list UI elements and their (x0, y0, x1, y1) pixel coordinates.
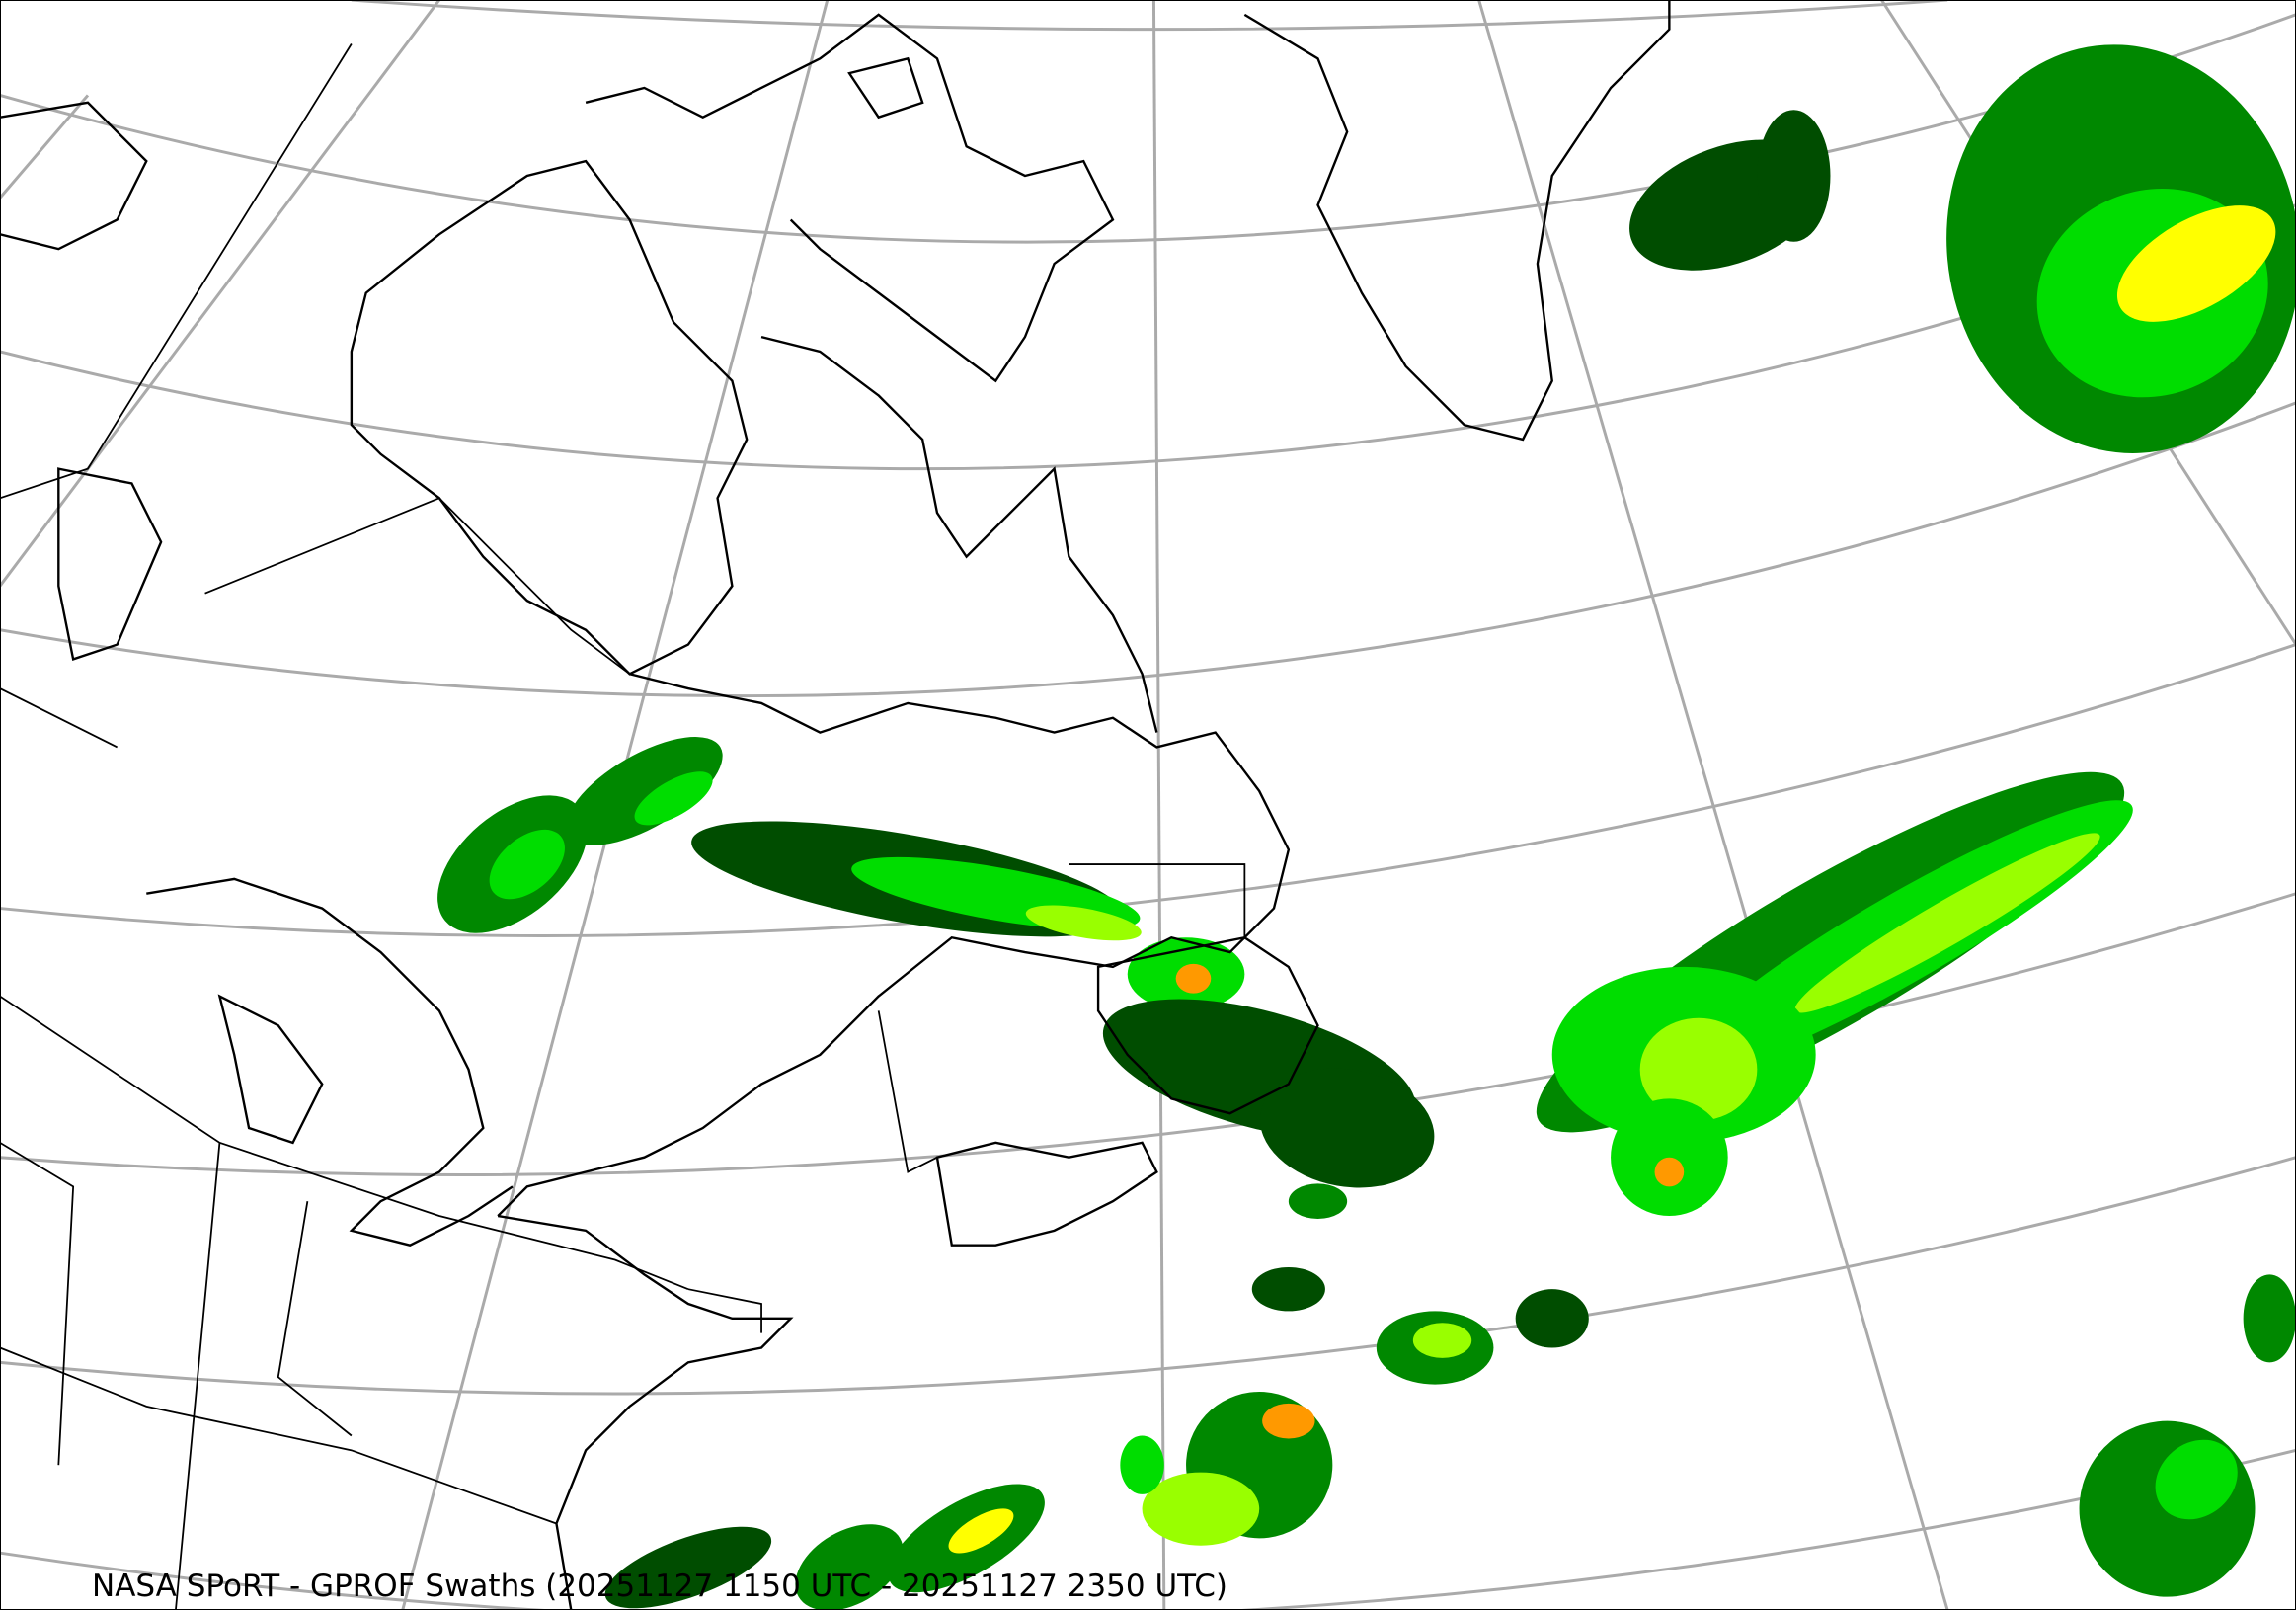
nova-scotia-coast (935, 1141, 1158, 1247)
precip-area (1515, 1289, 1589, 1348)
precip-area (2116, 205, 2276, 322)
precip-area (604, 1526, 772, 1609)
precip-area (489, 829, 565, 900)
latitude-line (0, 203, 2296, 471)
precip-area (634, 771, 713, 826)
precip-area (2243, 1274, 2296, 1363)
precip-area (948, 1508, 1014, 1554)
labrador-quebec-coast (497, 673, 1291, 1217)
arctic-islands (0, 56, 924, 661)
precip-area (566, 737, 723, 845)
latitude-line (0, 13, 2296, 244)
hudson-bay-coast (350, 159, 749, 676)
baffin-coast (585, 13, 1115, 383)
precip-area (1025, 905, 1142, 941)
longitude-line (0, 94, 90, 200)
precip-area (795, 1524, 904, 1610)
precip-area (1175, 963, 1212, 994)
precip-area (2155, 1439, 2238, 1520)
map-title: NASA SPoRT - GPROF Swaths (20251127 1150… (92, 1569, 1227, 1604)
latitude-line (351, 0, 1948, 32)
precip-area (1259, 1068, 1435, 1188)
precip-area (1288, 1183, 1348, 1219)
precip-area (1251, 1266, 1325, 1312)
precip-area (1142, 1472, 1260, 1546)
precip-area (1412, 1323, 1472, 1358)
precip-area (1654, 1157, 1685, 1187)
longitude-line (0, 0, 441, 588)
longitude-line (1477, 0, 1949, 1610)
precip-area (1262, 1403, 1315, 1439)
latitude-line (0, 892, 2296, 1176)
political-boundaries (0, 43, 1246, 1610)
newfoundland-coast (1096, 935, 1319, 1115)
great-lakes (146, 877, 514, 1247)
latitude-line (0, 401, 2296, 698)
longitude-line (1151, 0, 1166, 1610)
precip-area (1757, 110, 1831, 242)
coastlines (0, 0, 1671, 1610)
precipitation (437, 44, 2296, 1610)
precip-area (1639, 1017, 1758, 1121)
labrador-coast (760, 335, 1158, 733)
precip-area (1794, 833, 2100, 1013)
latitude-line (0, 1156, 2296, 1396)
greenland-coast (1243, 0, 1671, 442)
precip-area (1120, 1435, 1164, 1494)
latitude-line (0, 1448, 2296, 1610)
